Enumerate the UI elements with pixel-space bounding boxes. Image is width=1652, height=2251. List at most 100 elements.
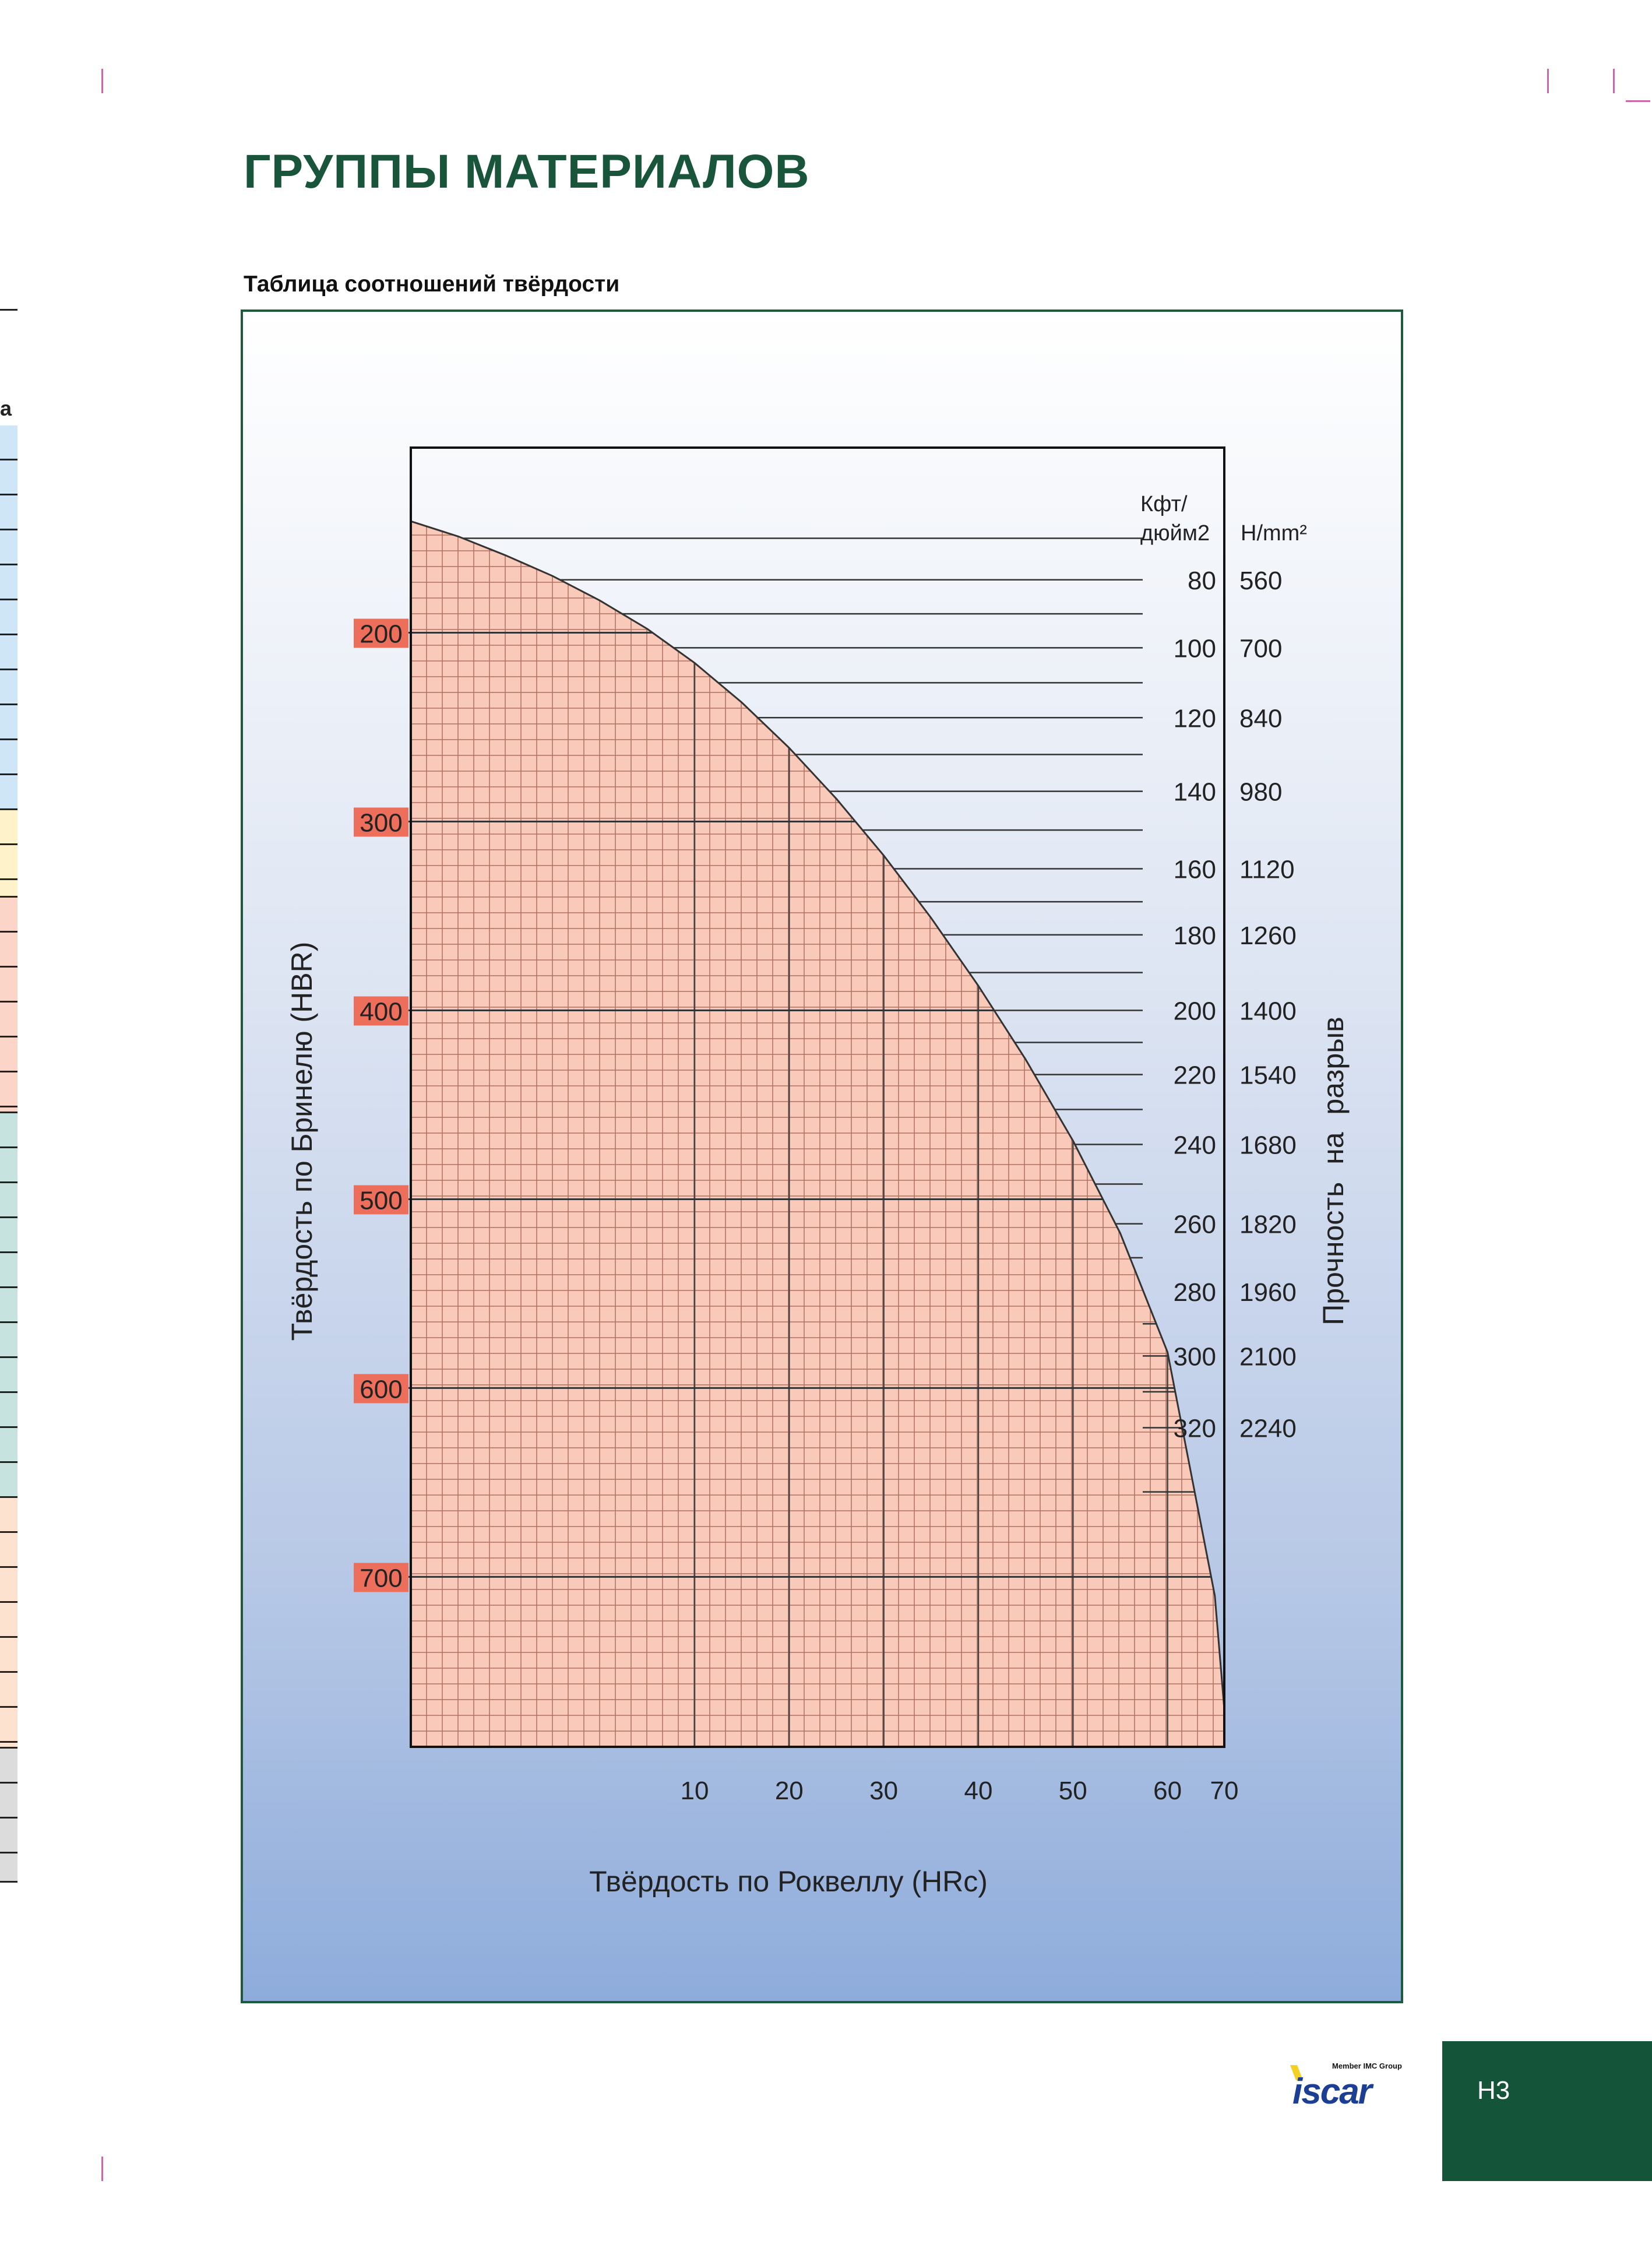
strip-cell: [0, 740, 17, 775]
kfi-label: 140: [1174, 778, 1216, 807]
strip-cell: [0, 1463, 17, 1498]
hrc-tick-label: 20: [775, 1777, 804, 1805]
unit-kfi-line1: Кфт/: [1140, 492, 1188, 516]
strip-cell: [0, 1498, 17, 1533]
strip-cell: [0, 1603, 17, 1638]
strip-cell: [0, 460, 17, 495]
page-number-tab: H3: [1442, 2041, 1652, 2181]
strip-cell: [0, 1568, 17, 1603]
hbr-tick-label: 300: [360, 808, 402, 837]
strip-cell: [0, 705, 17, 740]
strip-cell: [0, 1288, 17, 1323]
hrc-tick-label: 30: [869, 1777, 898, 1805]
strip-cell: [0, 530, 17, 565]
strip-cell: [0, 1113, 17, 1148]
strip-cell: [0, 1708, 17, 1743]
strip-cell: [0, 1253, 17, 1288]
nmm-label: 1960: [1239, 1278, 1297, 1307]
kfi-label: 80: [1188, 567, 1216, 595]
hbr-tick-label: 400: [360, 997, 402, 1026]
strip-cell: [0, 425, 17, 460]
strip-cell: [0, 1148, 17, 1183]
strip-cell: [0, 600, 17, 635]
crop-mark: [1547, 69, 1549, 93]
right-axis-title: Прочность на разрыв: [1317, 1017, 1350, 1325]
kfi-label: 320: [1174, 1414, 1216, 1443]
nmm-label: 840: [1239, 704, 1282, 733]
strip-cell: [0, 845, 17, 880]
strip-cell: [0, 968, 17, 1003]
hrc-tick-label: 50: [1059, 1777, 1087, 1805]
logo-accent-icon: [1290, 2065, 1303, 2080]
strip-cell: [0, 810, 17, 845]
curve-area: [411, 521, 1224, 1747]
strip-cell: [0, 775, 17, 810]
strip-cell: [0, 880, 17, 898]
kfi-label: 120: [1174, 704, 1216, 733]
kfi-label: 100: [1174, 634, 1216, 663]
strip-cell: [0, 898, 17, 933]
x-axis-title: Твёрдость по Роквеллу (HRc): [589, 1865, 988, 1898]
strip-cell: [0, 635, 17, 670]
strip-cell: [0, 1218, 17, 1253]
chart-frame: 200 300 400 500 600 700 80 560 100 700 120 840 140 98…: [241, 309, 1403, 2003]
strip-cell: [0, 1533, 17, 1568]
strip-cell: [0, 670, 17, 705]
page-title: ГРУППЫ МАТЕРИАЛОВ: [244, 145, 810, 198]
strip-cell: [0, 1638, 17, 1673]
hbr-tick-label: 500: [360, 1186, 402, 1215]
crop-mark: [1626, 100, 1650, 102]
logo-brand: iscar: [1292, 2071, 1374, 2108]
chart-caption: Таблица соотношений твёрдости: [244, 272, 620, 297]
nmm-label: 1120: [1239, 855, 1295, 884]
strip-cell: [0, 1358, 17, 1393]
strip-cell: [0, 1743, 17, 1749]
strip-cell: [0, 1107, 17, 1113]
hbr-tick-label: 700: [360, 1564, 402, 1592]
adjacent-page-strip: [0, 309, 17, 1883]
strip-cell: [0, 1428, 17, 1463]
nmm-label: 1400: [1239, 997, 1297, 1025]
hbr-label-bg: [354, 1185, 408, 1215]
hrc-tick-label: 60: [1153, 1777, 1182, 1805]
nmm-label: 1540: [1239, 1061, 1297, 1090]
strip-cell: [0, 565, 17, 600]
strip-cell: [0, 1784, 17, 1819]
curve-line: [410, 520, 1225, 1710]
iscar-logo: Member IMC Group iscar: [1290, 2062, 1402, 2108]
nmm-label: 1820: [1239, 1211, 1297, 1239]
nmm-label: 2240: [1239, 1414, 1297, 1443]
nmm-label: 980: [1239, 778, 1282, 807]
hrc-tick-label: 10: [681, 1777, 709, 1805]
hbr-tick-label: 200: [360, 620, 402, 649]
strip-cell: [0, 1393, 17, 1428]
hrc-tick-label: 40: [964, 1777, 992, 1805]
strip-cell: [0, 933, 17, 968]
hrc-tick-label: 70: [1210, 1777, 1239, 1805]
plot-frame: [410, 446, 1225, 1748]
strip-cell: [0, 1323, 17, 1358]
hbr-label-bg: [354, 618, 408, 648]
kfi-label: 260: [1174, 1211, 1216, 1239]
page-number: H3: [1477, 2076, 1510, 2105]
strip-cell: [0, 1673, 17, 1708]
kfi-label: 300: [1174, 1342, 1216, 1371]
strip-cell: [0, 1072, 17, 1107]
hbr-tick-label: 600: [360, 1375, 402, 1404]
strip-divider: [0, 309, 17, 311]
hbr-label-bg: [354, 1563, 408, 1592]
nmm-label: 700: [1239, 634, 1282, 663]
nmm-label: 2100: [1239, 1342, 1297, 1371]
strip-cell: [0, 495, 17, 530]
strip-cell: [0, 1853, 17, 1883]
crop-mark: [1613, 69, 1615, 93]
crop-mark: [101, 2157, 103, 2181]
crop-mark: [101, 69, 103, 93]
strip-cell: [0, 1183, 17, 1218]
hbr-label-bg: [354, 996, 408, 1026]
kfi-label: 200: [1174, 997, 1216, 1025]
hardness-chart: 200 300 400 500 600 700 80 560 100 700 120 840 140 98…: [286, 446, 1350, 1898]
strip-cell: [0, 1037, 17, 1072]
kfi-label: 220: [1174, 1061, 1216, 1090]
unit-kfi-line2: дюйм2: [1140, 521, 1210, 546]
